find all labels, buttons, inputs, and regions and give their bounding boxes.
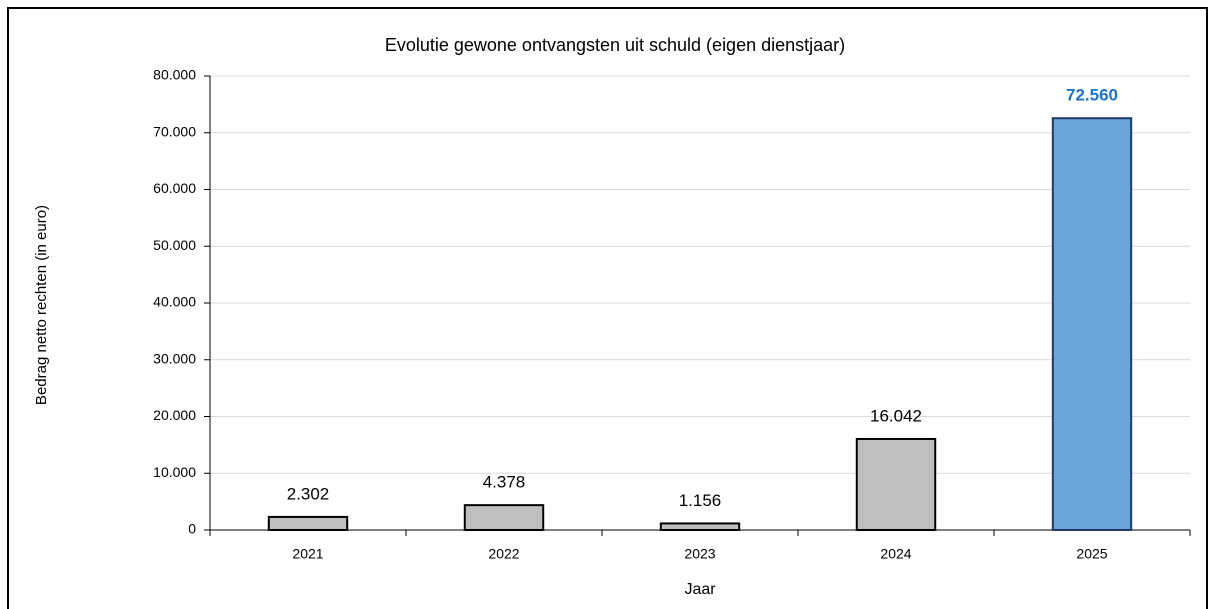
x-tick-label: 2025 (1076, 546, 1107, 562)
chart-title: Evolutie gewone ontvangsten uit schuld (… (385, 35, 845, 55)
x-tick-label: 2023 (684, 546, 715, 562)
data-label: 2.302 (287, 484, 330, 503)
x-tick-label: 2024 (880, 546, 911, 562)
bar (1051, 117, 1133, 532)
y-tick-label: 30.000 (153, 350, 196, 366)
y-axis-label: Bedrag netto rechten (in euro) (33, 205, 50, 405)
x-tick-label: 2021 (292, 546, 323, 562)
y-tick-label: 10.000 (153, 464, 196, 480)
y-tick-label: 60.000 (153, 180, 196, 196)
y-tick-label: 40.000 (153, 294, 196, 310)
y-tick-label: 80.000 (153, 67, 196, 83)
bar (855, 437, 937, 531)
y-tick-label: 20.000 (153, 407, 196, 423)
data-label: 1.156 (679, 491, 722, 510)
x-axis-label: Jaar (684, 581, 716, 598)
bar (463, 504, 545, 531)
y-tick-label: 0 (188, 521, 196, 537)
data-label: 4.378 (483, 473, 526, 492)
data-label: 72.560 (1066, 86, 1118, 105)
frame (7, 7, 1208, 609)
y-tick-label: 70.000 (153, 123, 196, 139)
y-tick-label: 50.000 (153, 237, 196, 253)
data-label: 16.042 (870, 406, 922, 425)
bar (659, 522, 741, 531)
bar (267, 515, 349, 532)
x-tick-label: 2022 (488, 546, 519, 562)
